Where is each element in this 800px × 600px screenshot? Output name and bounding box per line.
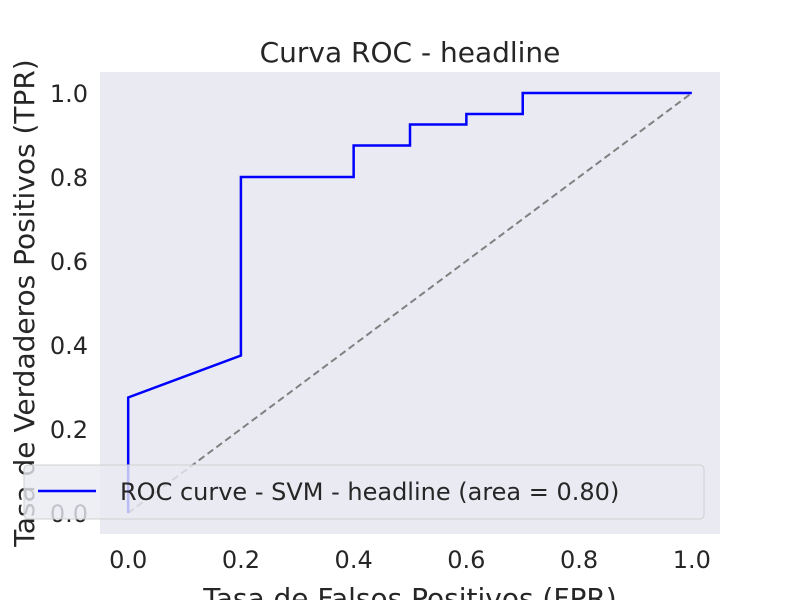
legend: ROC curve - SVM - headline (area = 0.80)	[23, 464, 705, 520]
legend-entry-roc-curve: ROC curve - SVM - headline (area = 0.80)	[120, 478, 619, 506]
x-tick-label: 0.8	[560, 546, 598, 574]
diagonal-reference-line	[127, 92, 693, 514]
x-tick-label: 1.0	[673, 546, 711, 574]
x-tick-label: 0.4	[335, 546, 373, 574]
legend-box	[23, 464, 705, 520]
chart-title: Curva ROC - headline	[260, 36, 561, 69]
y-tick-label: 0.4	[50, 332, 88, 360]
x-tick-label: 0.6	[447, 546, 485, 574]
x-axis-label: Tasa de Falsos Positivos (FPR)	[202, 582, 616, 600]
x-tick-labels: 0.0 0.2 0.4 0.6 0.8 1.0	[109, 546, 711, 574]
y-tick-labels: 0.00.20.40.60.81.0	[50, 80, 88, 528]
y-tick-label: 1.0	[50, 80, 88, 108]
series-layer	[126, 91, 693, 514]
y-tick-label: 0.2	[50, 416, 88, 444]
y-tick-label: 0.8	[50, 164, 88, 192]
roc-curve-line	[126, 91, 692, 513]
x-tick-label: 0.0	[109, 546, 147, 574]
y-tick-label: 0.6	[50, 248, 88, 276]
x-tick-label: 0.2	[222, 546, 260, 574]
